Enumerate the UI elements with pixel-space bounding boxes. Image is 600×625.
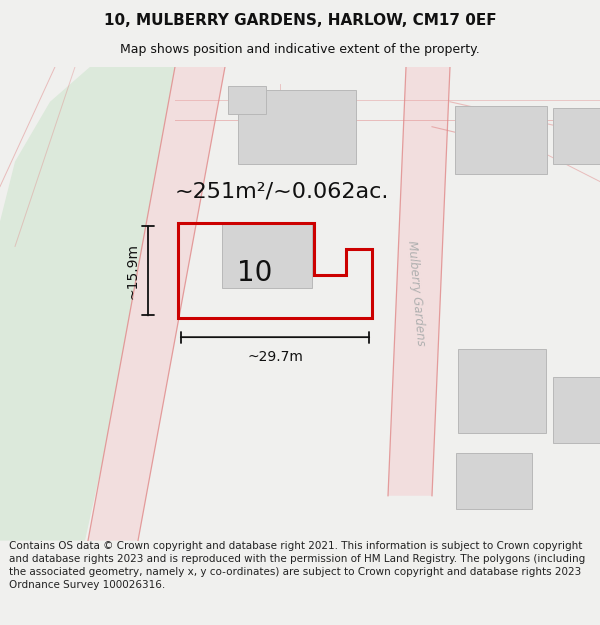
Bar [228, 86, 266, 114]
Polygon shape [388, 67, 450, 496]
Bar [455, 106, 547, 174]
Bar [456, 453, 532, 509]
Text: Mulberry Gardens: Mulberry Gardens [405, 240, 427, 346]
Bar [238, 90, 356, 164]
Text: ~251m²/~0.062ac.: ~251m²/~0.062ac. [175, 181, 389, 201]
Text: 10: 10 [238, 259, 272, 288]
Text: 10, MULBERRY GARDENS, HARLOW, CM17 0EF: 10, MULBERRY GARDENS, HARLOW, CM17 0EF [104, 13, 496, 28]
Bar [458, 349, 546, 433]
Text: Contains OS data © Crown copyright and database right 2021. This information is : Contains OS data © Crown copyright and d… [9, 541, 585, 590]
Bar [222, 224, 312, 288]
Text: ~15.9m: ~15.9m [126, 243, 140, 299]
Text: Map shows position and indicative extent of the property.: Map shows position and indicative extent… [120, 44, 480, 56]
Bar [553, 377, 600, 443]
Bar [553, 107, 600, 164]
Polygon shape [88, 67, 225, 541]
Text: ~29.7m: ~29.7m [247, 350, 303, 364]
Polygon shape [0, 67, 175, 541]
